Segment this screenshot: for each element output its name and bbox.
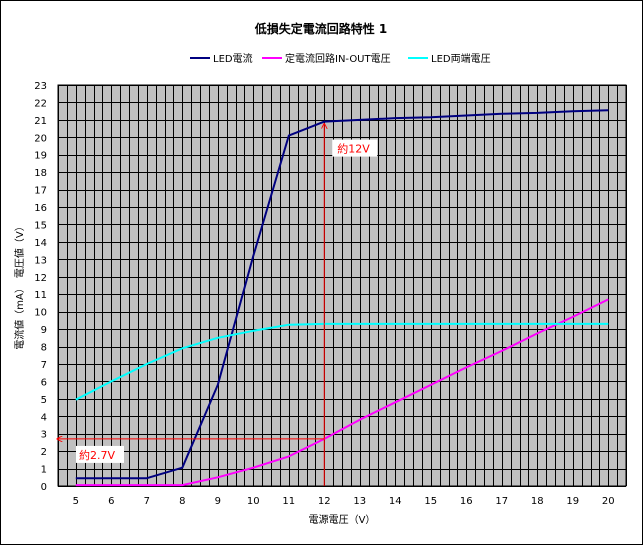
y-tick-label: 2: [41, 447, 47, 458]
y-tick-label: 8: [41, 343, 47, 354]
chart-title: 低損失定電流回路特性 1: [254, 21, 388, 36]
x-tick-label: 13: [353, 496, 366, 507]
series-line: [75, 109, 609, 480]
x-axis-label: 電源電圧（V）: [309, 513, 376, 526]
series-line: [75, 298, 609, 487]
x-tick-label: 12: [318, 496, 331, 507]
y-tick-label: 1: [41, 465, 47, 476]
y-tick-label: 15: [34, 220, 47, 231]
y-tick-label: 12: [34, 273, 47, 284]
annotation-label-box: [332, 139, 378, 157]
y-tick-label: 11: [34, 290, 47, 301]
legend-entry: LED両端電圧: [431, 52, 491, 65]
annotation-label-box: [76, 445, 124, 463]
x-tick-label: 14: [389, 496, 402, 507]
y-tick-label: 22: [34, 98, 47, 109]
legend-entry: LED電流: [213, 52, 253, 65]
legend-entry: 定電流回路IN-OUT電圧: [285, 52, 391, 65]
y-tick-label: 4: [41, 412, 47, 423]
y-axis-label: 電流値（mA） 電圧値（V）: [13, 221, 26, 349]
x-tick-label: 8: [179, 496, 185, 507]
y-tick-label: 3: [41, 430, 47, 441]
y-tick-label: 14: [34, 238, 47, 249]
y-tick-label: 0: [41, 482, 47, 493]
y-tick-label: 5: [41, 395, 47, 406]
annotation-label: 約2.7V: [79, 448, 115, 462]
y-tick-label: 20: [34, 133, 47, 144]
y-tick-label: 23: [34, 81, 47, 92]
y-tick-label: 10: [34, 308, 47, 319]
x-tick-label: 7: [144, 496, 150, 507]
y-tick-label: 7: [41, 360, 47, 371]
x-tick-label: 5: [73, 496, 79, 507]
x-tick-label: 15: [424, 496, 437, 507]
y-tick-label: 19: [34, 151, 47, 162]
y-tick-label: 13: [34, 255, 47, 266]
x-tick-label: 6: [108, 496, 114, 507]
x-tick-label: 16: [460, 496, 473, 507]
x-tick-label: 17: [495, 496, 508, 507]
y-tick-label: 18: [34, 168, 47, 179]
y-tick-label: 9: [41, 325, 47, 336]
x-tick-label: 20: [602, 496, 615, 507]
y-tick-label: 17: [34, 186, 47, 197]
x-tick-label: 9: [215, 496, 221, 507]
y-tick-label: 21: [34, 116, 47, 127]
annotation-label: 約12V: [337, 142, 370, 156]
x-tick-label: 11: [282, 496, 295, 507]
x-tick-label: 10: [247, 496, 260, 507]
series-line: [75, 322, 609, 401]
x-tick-label: 19: [566, 496, 579, 507]
y-tick-label: 6: [41, 377, 47, 388]
y-tick-label: 16: [34, 203, 47, 214]
x-tick-label: 18: [531, 496, 544, 507]
